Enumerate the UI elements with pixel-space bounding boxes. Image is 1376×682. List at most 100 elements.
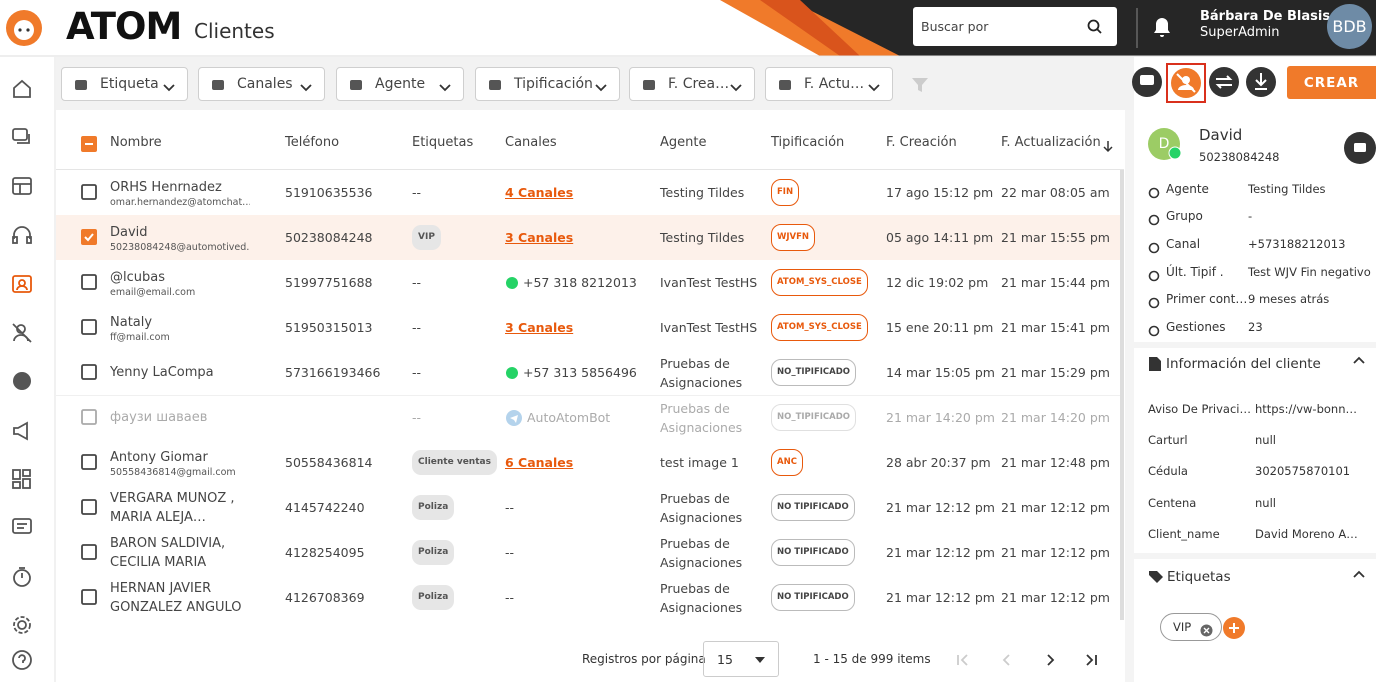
table-row[interactable]: фаузи шаваев -- AutoAtomBot Pruebas de Asig… <box>56 395 1124 441</box>
contact-email: email@email.com <box>110 286 196 298</box>
updated-cell: 21 mar 15:55 pm <box>1001 215 1121 260</box>
tipification: NO TIPIFICADO <box>771 584 855 611</box>
phone-cell: 4126708369 <box>285 575 405 620</box>
field-value: 23 <box>1248 320 1263 334</box>
table-row[interactable]: BARON SALDIVIA, CECILIA MARIA 4128254095 P… <box>56 530 1124 576</box>
row-checkbox <box>81 319 97 339</box>
agent: test image 1 <box>660 455 739 470</box>
info-value: https://vw-bonn… <box>1255 402 1357 416</box>
info-label: Client_name <box>1148 527 1220 541</box>
contact-name: фаузи шаваев <box>110 410 208 425</box>
column-header[interactable]: F. Creación <box>886 135 957 150</box>
table-row[interactable]: VERGARA MUNOZ , MARIA ALEJA… 4145742240 Po… <box>56 485 1124 531</box>
name-cell: Yenny LaCompa <box>110 350 275 395</box>
contact-email: 50558436814@gmail.com <box>110 466 236 478</box>
agent: Testing Tildes <box>660 185 745 200</box>
search-box[interactable]: Buscar por <box>913 7 1117 46</box>
table-row[interactable]: Yenny LaCompa 573166193466 -- +57 313 58564… <box>56 350 1124 396</box>
add-tag[interactable] <box>1222 616 1246 640</box>
table-row[interactable]: Antony Giomar 50558436814@gmail.com 505584… <box>56 440 1124 486</box>
table-row[interactable]: @lcubas email@email.com 51997751688 -- +57 3… <box>56 260 1124 306</box>
sidebar <box>12 57 56 682</box>
collapse-info[interactable] <box>1353 356 1365 364</box>
filter-icon <box>488 78 502 96</box>
user-avatar[interactable]: BDB <box>1327 4 1372 49</box>
bell[interactable] <box>1136 8 1186 48</box>
contact-name: David <box>110 224 148 240</box>
tipification: ATOM_SYS_CLOSE <box>771 269 868 296</box>
created: 21 mar 12:12 pm <box>886 500 995 515</box>
tipification-cell: NO TIPIFICADO <box>771 530 881 575</box>
table-row[interactable]: Nataly ff@mail.com 51950315013 -- 3 Canales I… <box>56 305 1124 351</box>
created-cell: 28 abr 20:37 pm <box>886 440 998 485</box>
info-value: David Moreno A… <box>1255 527 1358 541</box>
column-header[interactable]: Canales <box>505 135 557 150</box>
created-cell: 14 mar 15:05 pm <box>886 350 998 395</box>
field-value: Testing Tildes <box>1248 182 1326 196</box>
phone: 50238084248 <box>285 230 373 245</box>
field-label: Gestiones <box>1166 320 1226 334</box>
updated-cell: 21 mar 14:20 pm <box>1001 395 1121 440</box>
filter-dropdown[interactable]: Agente <box>336 67 464 101</box>
channels-link[interactable]: 3 Canales <box>505 320 574 335</box>
tag-cell: Poliza <box>412 575 502 620</box>
info-value: null <box>1255 496 1276 510</box>
agent-cell: IvanTest TestHS <box>660 260 765 305</box>
agent: Pruebas de Asignaciones <box>660 490 743 525</box>
table-row[interactable]: ARROYO TERAN, ELSIDA Pruebas de <box>56 620 1124 636</box>
caret <box>300 80 312 96</box>
table-row[interactable]: HERNAN JAVIER GONZALEZ ANGULO 4126708369 P… <box>56 575 1124 621</box>
channel: -- <box>505 500 515 515</box>
page-nav[interactable] <box>951 652 1111 668</box>
row-checkbox <box>81 229 97 249</box>
whatsapp-badge <box>1168 146 1182 160</box>
table-row[interactable]: ORHS Henrnadez omar.hernandez@atomchat… 51… <box>56 170 1124 216</box>
contact-name: BARON SALDIVIA, CECILIA MARIA <box>110 535 226 570</box>
contact-phone: 50238084248 <box>1199 150 1280 164</box>
name-cell: Nataly ff@mail.com <box>110 305 275 350</box>
info-icon <box>1149 357 1161 371</box>
clear-filter-icon[interactable] <box>910 75 930 95</box>
search-icon <box>1087 19 1102 34</box>
field-label: Últ. Tipif . <box>1166 265 1224 279</box>
create-button[interactable]: CREAR <box>1287 66 1376 99</box>
app-name: ATOM <box>66 5 182 48</box>
collapse-tags[interactable] <box>1353 570 1365 578</box>
field-label: Agente <box>1166 182 1209 196</box>
pagination: Registros por página 15 1 - 15 de 999 it… <box>56 636 1125 682</box>
tipification-cell: ATOM_SYS_CLOSE <box>771 305 881 350</box>
table-row[interactable]: David 50238084248@automotived… 50238084248… <box>56 215 1124 261</box>
filter-dropdown[interactable]: F. Crea… <box>629 67 755 101</box>
agent: IvanTest TestHS <box>660 320 758 335</box>
channels-link[interactable]: 3 Canales <box>505 230 574 245</box>
filter-dropdown[interactable]: Etiqueta <box>61 67 188 101</box>
tipification-cell: NO_TIPIFICADO <box>771 350 881 395</box>
updated: 21 mar 12:12 pm <box>1001 500 1110 515</box>
tag-icon <box>1149 571 1163 583</box>
column-header[interactable]: Etiquetas <box>412 135 474 150</box>
column-header[interactable]: Nombre <box>110 135 162 150</box>
channels-link[interactable]: 4 Canales <box>505 185 574 200</box>
phone: 4126708369 <box>285 590 365 605</box>
filter-dropdown[interactable]: F. Actu… <box>765 67 893 101</box>
chat-button[interactable] <box>1344 132 1376 164</box>
contact-name: Nataly <box>110 314 153 330</box>
updated-cell: 21 mar 12:12 pm <box>1001 575 1121 620</box>
page-size-select[interactable]: 15 <box>703 641 779 677</box>
filter-dropdown[interactable]: Tipificación <box>475 67 620 101</box>
tag-cell: -- <box>412 350 502 395</box>
info-label: Cédula <box>1148 464 1188 478</box>
contact-email: 50238084248@automotived… <box>110 241 250 253</box>
filter-dropdown[interactable]: Canales <box>198 67 325 101</box>
column-header[interactable]: Tipificación <box>771 135 845 150</box>
column-header[interactable]: Teléfono <box>285 135 340 150</box>
page-size-label: Registros por página <box>582 652 706 666</box>
tag-cell: -- <box>412 395 502 440</box>
agent: Pruebas de Asignaciones <box>660 535 743 570</box>
field-icon <box>1148 267 1160 286</box>
column-header[interactable]: F. Actualización <box>1001 135 1101 150</box>
column-header[interactable]: Agente <box>660 135 707 150</box>
name-cell: David 50238084248@automotived… <box>110 215 275 260</box>
channels-link[interactable]: 6 Canales <box>505 455 574 470</box>
sort-icon <box>1103 138 1113 157</box>
